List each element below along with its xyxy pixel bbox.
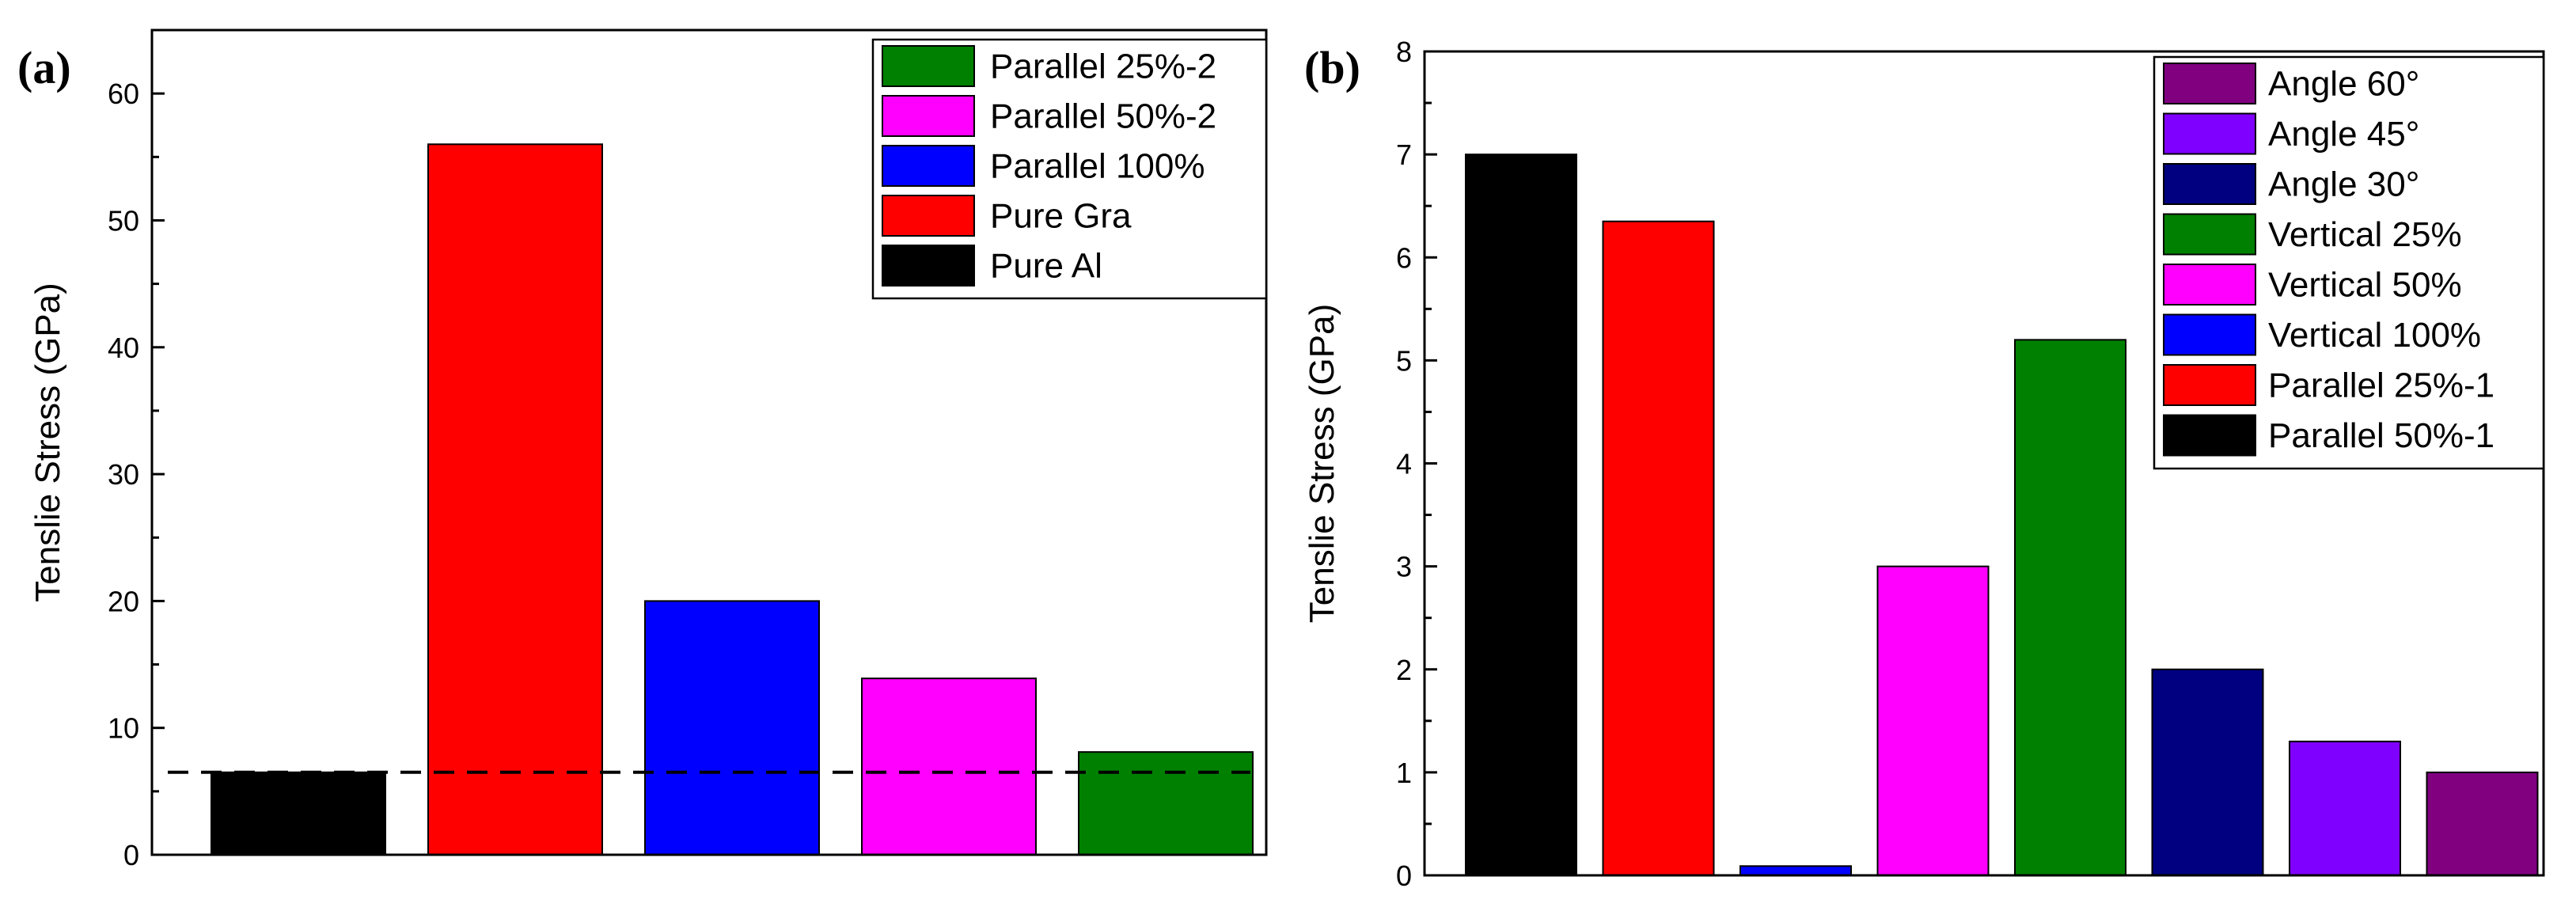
legend-label-parallel-25-1: Parallel 25%-1 xyxy=(2268,366,2494,405)
legend-swatch-parallel-25-1 xyxy=(2163,364,2256,406)
bar-parallel-50-2 xyxy=(861,677,1037,856)
bar-vertical-100 xyxy=(1739,865,1852,876)
panel-label: (a) xyxy=(17,42,71,93)
panel-label: (b) xyxy=(1304,42,1360,93)
bar-angle-45 xyxy=(2289,740,2401,877)
legend-swatch-angle-30 xyxy=(2163,163,2256,205)
plot-frame xyxy=(150,28,1268,856)
y-tick-label-6: 6 xyxy=(1396,241,1412,274)
legend-label-vertical-100: Vertical 100% xyxy=(2268,316,2481,355)
legend-label-angle-45: Angle 45° xyxy=(2268,115,2419,154)
bar-angle-30 xyxy=(2151,668,2264,876)
y-axis-label: Tenslie Stress (GPa) xyxy=(1303,304,1341,623)
legend-swatch-vertical-25 xyxy=(2163,213,2256,256)
bar-vertical-50 xyxy=(1876,565,1990,876)
legend-swatch-parallel-100 xyxy=(882,145,975,187)
bar-angle-60 xyxy=(2426,771,2539,876)
y-tick-label-50: 50 xyxy=(108,204,139,237)
bar-pure-gra xyxy=(427,143,603,856)
legend-swatch-angle-45 xyxy=(2163,112,2256,155)
y-tick-label-2: 2 xyxy=(1396,654,1412,686)
legend-label-pure-gra: Pure Gra xyxy=(990,197,1132,236)
y-tick-label-20: 20 xyxy=(108,585,139,617)
legend-swatch-parallel-50-1 xyxy=(2163,414,2256,457)
bar-parallel-25-2 xyxy=(1078,751,1254,856)
y-tick-label-8: 8 xyxy=(1396,36,1412,68)
y-tick-label-0: 0 xyxy=(1396,860,1412,892)
y-tick-label-40: 40 xyxy=(108,332,139,364)
legend-swatch-parallel-25-2 xyxy=(882,45,975,87)
legend-label-parallel-50-1: Parallel 50%-1 xyxy=(2268,416,2494,455)
y-tick-label-5: 5 xyxy=(1396,344,1412,377)
legend-label-vertical-50: Vertical 50% xyxy=(2268,266,2462,305)
legend-label-parallel-25-2: Parallel 25%-2 xyxy=(990,47,1216,86)
y-tick-label-3: 3 xyxy=(1396,551,1412,583)
chart-panel-b: (b) 0 1 2 3 4 5 6 7 8 Tenslie Stress (GPa) Angle 60… xyxy=(1303,36,2545,892)
bar-parallel-100 xyxy=(644,600,820,856)
y-tick-label-1: 1 xyxy=(1396,757,1412,789)
y-tick-label-10: 10 xyxy=(108,712,139,745)
legend-label-angle-30: Angle 30° xyxy=(2268,165,2419,204)
legend: Angle 60° Angle 45° Angle 30° Vertical 25% V… xyxy=(2153,55,2545,470)
y-tick-label-4: 4 xyxy=(1396,448,1412,480)
y-tick-label-7: 7 xyxy=(1396,139,1412,171)
legend-label-pure-al: Pure Al xyxy=(990,247,1102,286)
y-tick-label-60: 60 xyxy=(108,78,139,110)
legend-swatch-vertical-50 xyxy=(2163,264,2256,305)
bar-parallel-50-1 xyxy=(1465,154,1577,876)
y-tick-label-0: 0 xyxy=(123,839,139,871)
bar-parallel-25-1 xyxy=(1602,220,1715,876)
chart-panel-a: (a) 0 10 20 30 40 50 60 Tenslie Stress (GPa) Para… xyxy=(17,28,1268,871)
legend-label-parallel-50-2: Parallel 50%-2 xyxy=(990,97,1216,136)
y-axis-label: Tenslie Stress (GPa) xyxy=(28,283,67,602)
legend-label-vertical-25: Vertical 25% xyxy=(2268,215,2462,254)
legend-label-parallel-100: Parallel 100% xyxy=(990,147,1205,186)
legend-swatch-vertical-100 xyxy=(2163,313,2256,356)
legend-swatch-parallel-50-2 xyxy=(882,95,975,137)
legend-swatch-pure-al xyxy=(882,245,975,287)
y-tick-label-30: 30 xyxy=(108,458,139,491)
bar-pure-al xyxy=(211,771,386,856)
legend: Parallel 25%-2 Parallel 50%-2 Parallel 100… xyxy=(871,38,1268,300)
bar-vertical-25 xyxy=(2014,339,2126,877)
legend-swatch-pure-gra xyxy=(882,195,975,237)
legend-label-angle-60: Angle 60° xyxy=(2268,65,2419,104)
legend-swatch-angle-60 xyxy=(2163,63,2256,104)
